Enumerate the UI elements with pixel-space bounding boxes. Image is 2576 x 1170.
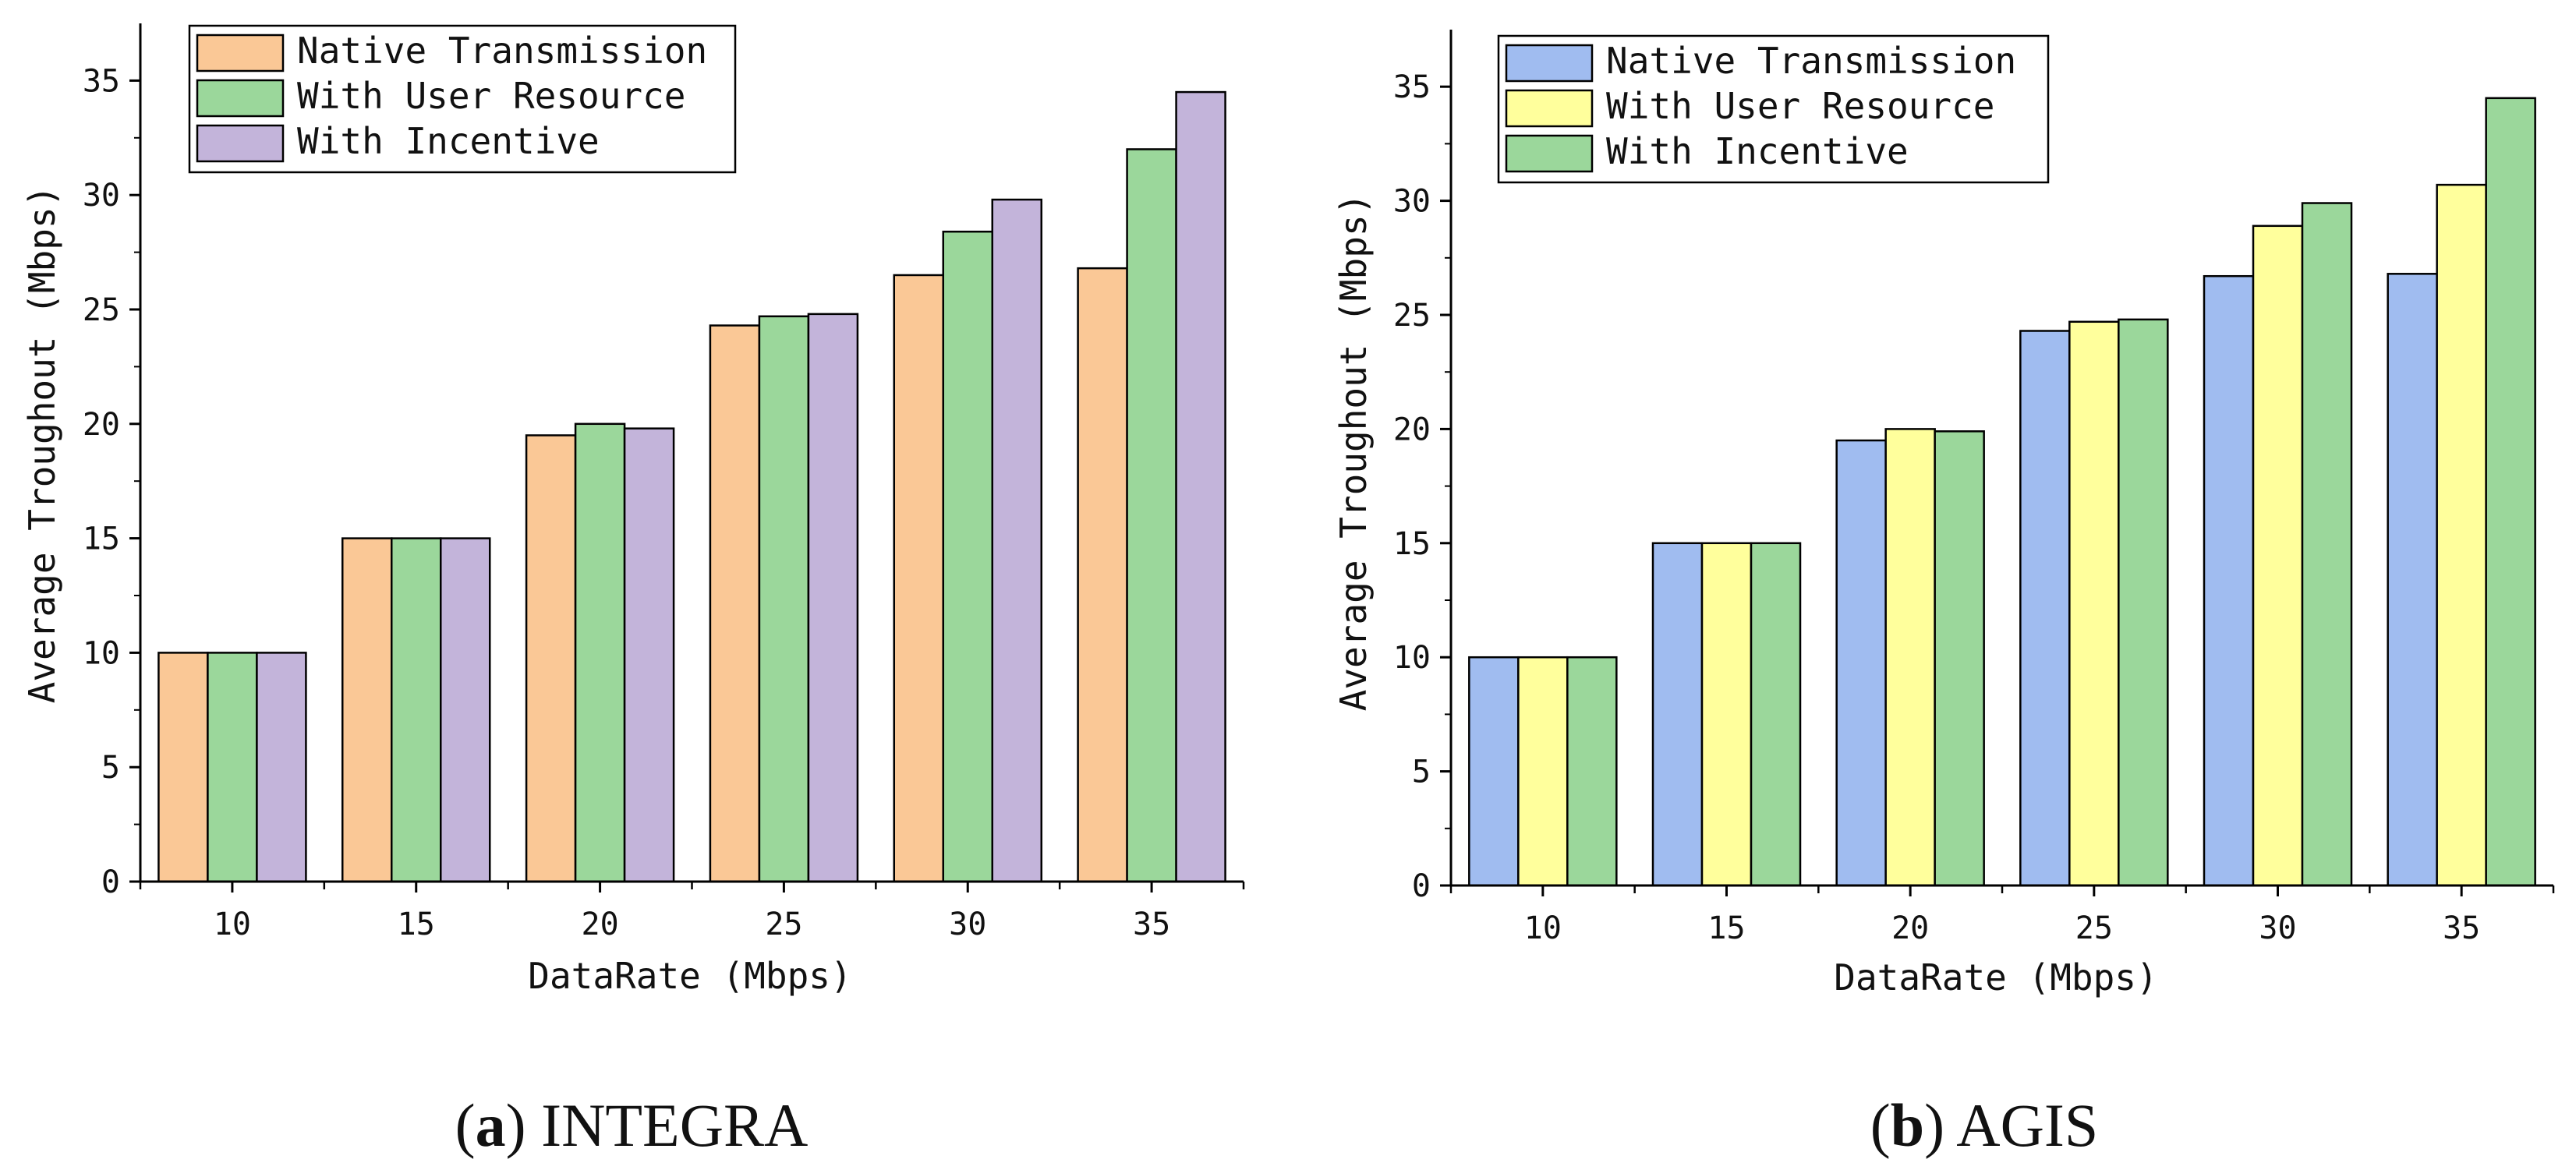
legend-label: With Incentive — [1606, 130, 1909, 172]
bar — [2068, 320, 2120, 887]
x-tick-label: 10 — [214, 907, 251, 942]
x-tick-label: 30 — [2259, 910, 2296, 946]
y-tick-label: 15 — [83, 521, 120, 557]
x-axis-label: DataRate (Mbps) — [1834, 956, 2157, 999]
x-axis-label: DataRate (Mbps) — [528, 955, 851, 997]
bar — [2301, 202, 2353, 887]
bar — [1934, 430, 1985, 887]
y-tick-label: 25 — [1393, 298, 1431, 334]
bar — [893, 274, 944, 883]
bar — [807, 313, 859, 883]
bars-group — [157, 90, 1226, 883]
bars-group — [1468, 97, 2536, 887]
bar — [1835, 439, 1887, 887]
bar — [207, 652, 258, 883]
legend-label: With User Resource — [297, 75, 686, 117]
bar — [758, 315, 810, 883]
y-tick-label: 5 — [101, 750, 120, 786]
caption-letter: b — [1891, 1091, 1924, 1159]
y-tick-label: 0 — [101, 864, 120, 900]
bar — [709, 324, 761, 883]
bar — [1468, 656, 1520, 887]
bar — [2118, 318, 2169, 887]
legend-swatch — [196, 79, 285, 118]
bar — [1651, 542, 1704, 887]
legend-label: Native Transmission — [1606, 40, 2016, 82]
x-tick-label: 20 — [581, 907, 618, 942]
bar — [1175, 90, 1226, 883]
caption-title: AGIS — [1956, 1091, 2098, 1159]
x-tick-label: 35 — [1133, 907, 1170, 942]
bar — [525, 434, 577, 883]
chart-agis: 0 5 10 15 20 25 30 35 10 15 20 25 30 35 DataRate (Mbp… — [1332, 30, 2555, 1159]
chart-integra: 0 5 10 15 20 25 30 35 10 15 20 25 30 35 DataRate (Mbp… — [21, 23, 1245, 1159]
y-tick-label: 35 — [1393, 69, 1431, 105]
x-tick-label: 15 — [1707, 910, 1745, 946]
bar — [1077, 267, 1128, 883]
caption-letter: a — [476, 1091, 506, 1159]
bar — [391, 537, 442, 883]
y-tick-label: 15 — [1393, 526, 1431, 562]
bar — [991, 198, 1042, 883]
y-tick-label: 25 — [83, 292, 120, 328]
x-tick-label: 15 — [398, 907, 435, 942]
axes-group: 0 5 10 15 20 25 30 35 10 15 20 25 30 35 — [83, 23, 1245, 942]
legend-swatch — [1505, 134, 1594, 173]
y-tick-label: 5 — [1412, 755, 1431, 790]
bar — [1517, 656, 1569, 887]
y-tick-label: 35 — [83, 63, 120, 99]
y-tick-label: 30 — [83, 178, 120, 214]
y-tick-label: 0 — [1412, 868, 1431, 904]
legend-label: With User Resource — [1606, 85, 1995, 127]
bar — [341, 537, 393, 883]
bar — [2203, 274, 2255, 887]
legend-label: Native Transmission — [297, 30, 707, 72]
bar — [2387, 273, 2438, 887]
bar — [256, 652, 307, 883]
bar — [1750, 542, 1802, 887]
bar — [2019, 330, 2071, 887]
bar — [942, 230, 993, 883]
bar — [2485, 97, 2536, 887]
x-tick-label: 20 — [1891, 910, 1929, 946]
caption-title: INTEGRA — [541, 1091, 808, 1159]
x-tick-label: 35 — [2443, 910, 2480, 946]
y-axis-label: Average Troughout (Mbps) — [1332, 193, 1375, 712]
y-tick-label: 10 — [83, 635, 120, 671]
x-tick-label: 25 — [765, 907, 802, 942]
y-tick-label: 20 — [1393, 412, 1431, 447]
legend-swatch — [1505, 44, 1594, 83]
bar — [2252, 224, 2304, 887]
bar — [1884, 428, 1936, 887]
y-axis-label: Average Troughout (Mbps) — [21, 186, 63, 704]
x-tick-label: 30 — [949, 907, 986, 942]
bar — [1566, 656, 1618, 887]
bar — [157, 652, 209, 883]
bar — [1126, 148, 1177, 883]
legend-swatch — [196, 34, 285, 72]
bar — [574, 422, 626, 883]
x-tick-label: 10 — [1524, 910, 1562, 946]
caption: (a) INTEGRA — [455, 1091, 809, 1159]
axes-group: 0 5 10 15 20 25 30 35 10 15 20 25 30 35 — [1393, 30, 2555, 946]
x-tick-label: 25 — [2075, 910, 2113, 946]
legend-swatch — [196, 124, 285, 163]
bar — [440, 537, 491, 883]
caption: (b) AGIS — [1870, 1091, 2099, 1159]
legend-label: With Incentive — [297, 120, 600, 162]
bar — [1700, 542, 1753, 887]
y-tick-label: 20 — [83, 407, 120, 443]
legend-swatch — [1505, 89, 1594, 128]
y-tick-label: 30 — [1393, 184, 1431, 220]
bar — [623, 427, 675, 883]
bar — [2436, 183, 2487, 887]
y-tick-label: 10 — [1393, 640, 1431, 676]
